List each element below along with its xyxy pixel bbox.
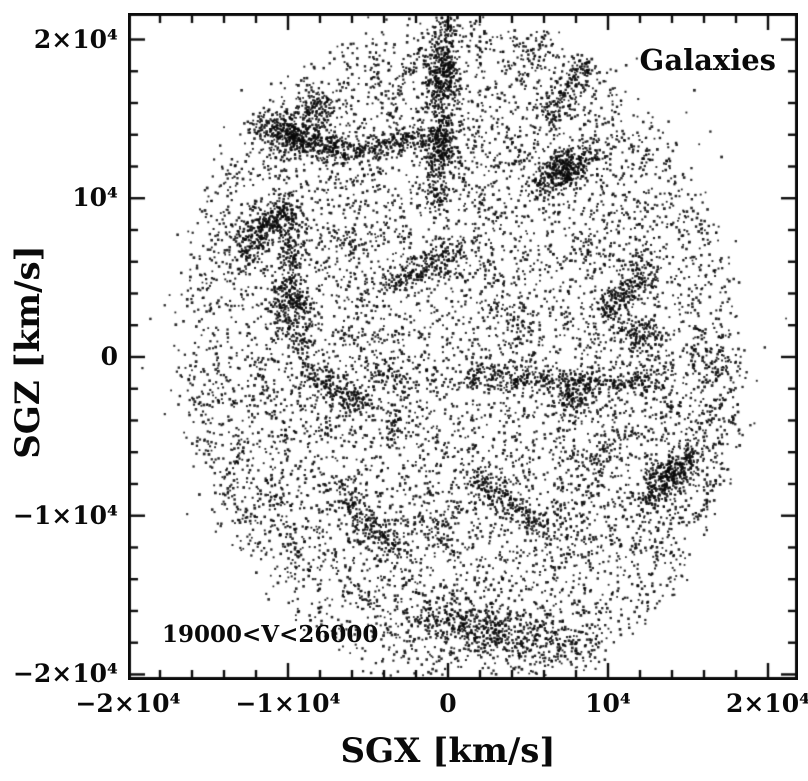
y-tick-label: 0: [100, 341, 118, 371]
y-tick-label: 10⁴: [72, 183, 118, 213]
x-tick-label: −1×10⁴: [235, 689, 341, 718]
y-tick-label: 2×10⁴: [33, 24, 118, 54]
x-tick-label: 10⁴: [585, 689, 631, 718]
x-tick-label: 2×10⁴: [725, 689, 808, 718]
x-tick-label: −2×10⁴: [75, 689, 181, 718]
series-label: Galaxies: [639, 43, 776, 77]
x-axis-title: SGX [km/s]: [340, 731, 556, 771]
velocity-range-annotation: 19000<V<26000: [162, 621, 379, 648]
y-tick-label: −2×10⁴: [12, 659, 118, 689]
x-tick-label: 0: [439, 689, 457, 718]
scatter-plot-canvas: [128, 13, 798, 680]
y-tick-label: −1×10⁴: [12, 500, 118, 530]
